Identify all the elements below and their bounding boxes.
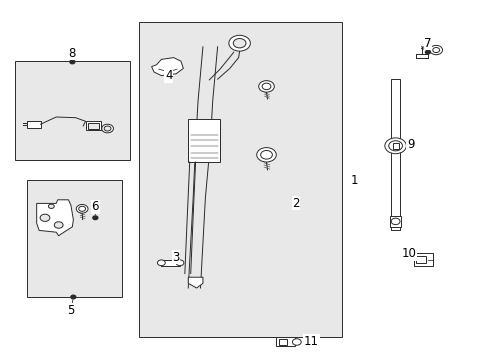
Circle shape xyxy=(390,218,399,225)
Text: 3: 3 xyxy=(172,251,180,264)
Text: 8: 8 xyxy=(68,47,76,60)
Bar xyxy=(389,216,400,227)
Text: 9: 9 xyxy=(406,138,414,150)
Bar xyxy=(188,119,220,162)
Circle shape xyxy=(262,83,270,90)
Circle shape xyxy=(102,124,113,133)
Circle shape xyxy=(70,60,75,64)
Circle shape xyxy=(157,260,165,266)
Text: 4: 4 xyxy=(164,69,172,82)
Circle shape xyxy=(48,204,54,208)
Text: 11: 11 xyxy=(304,335,318,348)
Circle shape xyxy=(256,148,276,162)
Text: 2: 2 xyxy=(291,197,299,210)
Circle shape xyxy=(54,222,63,228)
Text: 7: 7 xyxy=(423,37,431,50)
Bar xyxy=(413,253,432,266)
Text: 5: 5 xyxy=(67,304,75,317)
Circle shape xyxy=(258,81,274,92)
Text: 6: 6 xyxy=(91,201,99,213)
Polygon shape xyxy=(151,58,183,76)
Circle shape xyxy=(388,141,402,151)
Polygon shape xyxy=(37,200,73,236)
Bar xyxy=(415,256,425,263)
Bar xyxy=(27,180,122,297)
Bar xyxy=(392,143,398,149)
Bar xyxy=(27,121,41,128)
Circle shape xyxy=(76,204,88,213)
Text: 10: 10 xyxy=(401,247,415,260)
Circle shape xyxy=(71,295,76,299)
Circle shape xyxy=(40,214,50,221)
Circle shape xyxy=(104,126,111,131)
Bar xyxy=(415,54,427,58)
Circle shape xyxy=(260,150,272,159)
Circle shape xyxy=(176,260,183,266)
Bar xyxy=(276,337,294,346)
Bar xyxy=(85,121,101,130)
Circle shape xyxy=(93,216,98,220)
Circle shape xyxy=(292,339,301,345)
Circle shape xyxy=(228,35,250,51)
Polygon shape xyxy=(390,79,399,230)
Polygon shape xyxy=(161,260,180,266)
Circle shape xyxy=(425,50,429,54)
Circle shape xyxy=(429,45,442,55)
Bar xyxy=(279,339,286,345)
Polygon shape xyxy=(188,277,203,288)
Circle shape xyxy=(79,206,85,211)
Circle shape xyxy=(384,138,406,154)
Bar xyxy=(15,61,129,160)
Text: 1: 1 xyxy=(350,174,358,186)
Bar xyxy=(88,123,99,129)
Bar xyxy=(139,22,342,337)
Circle shape xyxy=(233,39,245,48)
Circle shape xyxy=(432,48,439,53)
